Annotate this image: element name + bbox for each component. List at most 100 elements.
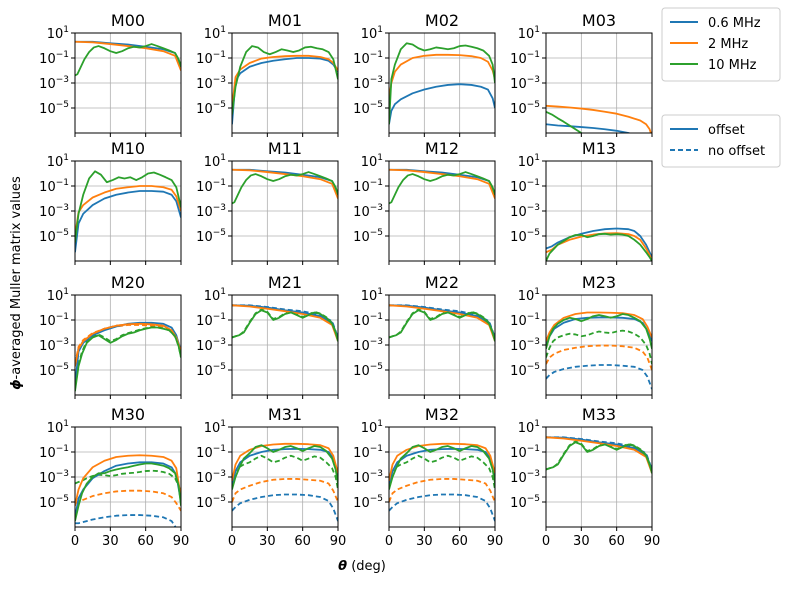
series-line-2mhz-no-offset <box>75 489 181 512</box>
series-group <box>389 168 495 205</box>
y-tick-label: 10−1 <box>196 178 226 195</box>
series-group <box>389 304 495 342</box>
x-tick-label: 90 <box>644 534 661 549</box>
series-line-10mhz-offset <box>75 170 181 243</box>
x-tick-label: 30 <box>573 534 590 549</box>
series-line-10mhz-offset <box>232 45 338 115</box>
y-tick-label: 10−1 <box>39 50 69 67</box>
series-line-06mhz-no-offset <box>232 493 338 522</box>
y-tick-label: 10−5 <box>196 494 226 511</box>
x-tick-label: 30 <box>259 534 276 549</box>
series-group <box>546 311 652 390</box>
y-axis-label-symbol: ϕ <box>9 379 24 389</box>
panel-title: M31 <box>268 405 302 424</box>
y-tick-label: 10−3 <box>196 337 226 354</box>
y-tick-label: 101 <box>204 287 226 304</box>
series-group <box>389 42 495 125</box>
y-tick-label: 10−3 <box>353 469 383 486</box>
legend-label: 0.6 MHz <box>708 16 761 31</box>
y-tick-label: 10−1 <box>39 444 69 461</box>
panel-m02: M02 101 10−1 10−3 10−5 <box>353 11 496 137</box>
series-group <box>75 40 181 77</box>
y-tick-label: 101 <box>204 153 226 170</box>
series-line-06mhz-offset <box>232 57 338 125</box>
legend-offset: offset no offset <box>661 114 781 168</box>
x-tick-label: 60 <box>608 534 625 549</box>
panel-m23: M23 101 10−1 10−3 10−5 <box>510 273 653 399</box>
series-group <box>75 321 181 392</box>
y-tick-label: 10−5 <box>353 228 383 245</box>
series-line-06mhz-no-offset <box>75 514 177 527</box>
x-tick-label: 0 <box>542 534 550 549</box>
y-tick-label: 101 <box>518 153 540 170</box>
legend-label: no offset <box>708 144 765 159</box>
series-line-10mhz-offset <box>389 171 495 205</box>
panel-grid: M00 101 10−1 10−3 10−5 M01 101 10−1 10−3 10−5 M02 1… <box>39 11 660 549</box>
series-line-10mhz-no-offset <box>75 469 181 494</box>
series-line-2mhz-offset <box>75 322 181 367</box>
y-tick-label: 10−5 <box>353 362 383 379</box>
panel-m21: M21 101 10−1 10−3 10−5 <box>196 273 339 399</box>
series-line-06mhz-offset <box>75 190 181 253</box>
panel-m00: M00 101 10−1 10−3 10−5 <box>39 11 182 137</box>
panel-title: M32 <box>425 405 459 424</box>
series-line-06mhz-offset <box>232 447 338 486</box>
y-tick-label: 10−3 <box>196 469 226 486</box>
series-line-2mhz-no-offset <box>389 478 495 503</box>
y-tick-label: 10−1 <box>196 444 226 461</box>
legend-box <box>661 7 781 82</box>
series-line-10mhz-offset <box>389 309 495 342</box>
y-axis-label: ϕ-averaged Muller matrix values <box>9 176 24 390</box>
panel-title: M23 <box>582 273 616 292</box>
y-tick-label: 10−5 <box>510 100 540 117</box>
x-axis-label-unit: (deg) <box>347 559 386 574</box>
series-line-10mhz-offset <box>75 43 181 77</box>
y-tick-label: 10−3 <box>39 203 69 220</box>
series-group <box>75 454 181 527</box>
y-tick-label: 10−1 <box>353 312 383 329</box>
y-tick-label: 101 <box>361 419 383 436</box>
series-line-10mhz-offset <box>546 313 652 350</box>
x-axis-label: θ (deg) <box>338 559 386 574</box>
panel-m13: M13 101 10−1 10−3 10−5 <box>510 139 653 265</box>
y-tick-label: 10−3 <box>353 75 383 92</box>
y-tick-label: 101 <box>518 25 540 42</box>
y-tick-label: 101 <box>47 25 69 42</box>
y-tick-label: 10−5 <box>39 228 69 245</box>
series-line-06mhz-offset <box>546 227 652 258</box>
series-line-2mhz-offset <box>389 304 495 342</box>
series-line-10mhz-offset <box>232 309 338 342</box>
panel-title: M02 <box>425 11 459 30</box>
series-line-2mhz-offset <box>546 311 652 342</box>
panel-title: M33 <box>582 405 616 424</box>
y-tick-label: 10−5 <box>510 494 540 511</box>
panel-m32: M32 101 10−1 10−3 10−5 0 30 60 90 <box>353 405 503 549</box>
x-tick-label: 0 <box>228 534 236 549</box>
series-line-2mhz-offset <box>75 185 181 237</box>
y-tick-label: 10−3 <box>510 337 540 354</box>
x-tick-label: 60 <box>137 534 154 549</box>
y-tick-label: 10−3 <box>353 203 383 220</box>
y-tick-label: 10−3 <box>196 203 226 220</box>
series-group <box>232 45 338 125</box>
x-tick-label: 90 <box>487 534 504 549</box>
series-line-2mhz-offset <box>389 53 495 100</box>
series-line-2mhz-offset <box>232 168 338 199</box>
panel-m12: M12 101 10−1 10−3 10−5 <box>353 139 496 265</box>
series-group <box>389 442 495 522</box>
y-tick-label: 101 <box>47 419 69 436</box>
legend-label: 10 MHz <box>708 58 757 73</box>
series-group <box>232 442 338 522</box>
series-line-2mhz-offset <box>232 54 338 109</box>
x-axis-label-symbol: θ <box>338 559 347 574</box>
y-tick-label: 101 <box>518 287 540 304</box>
y-tick-label: 101 <box>47 153 69 170</box>
panel-title: M10 <box>111 139 145 158</box>
x-tick-label: 60 <box>451 534 468 549</box>
series-group <box>546 104 652 133</box>
series-line-2mhz-offset <box>546 232 652 261</box>
x-tick-label: 90 <box>173 534 190 549</box>
panel-title: M00 <box>111 11 145 30</box>
series-line-06mhz-offset <box>389 83 495 125</box>
